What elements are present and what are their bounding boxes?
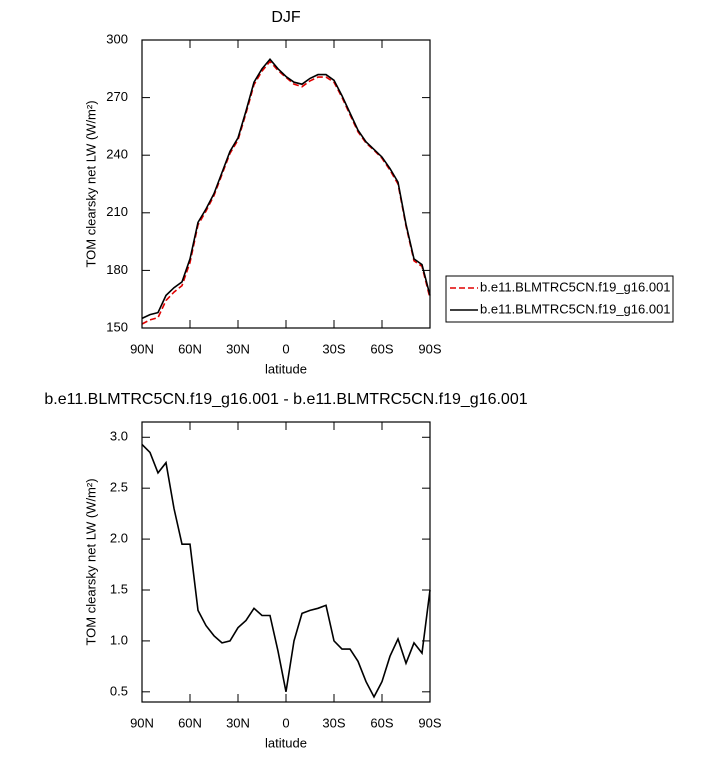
x-tick-label: 90S (418, 341, 441, 356)
y-tick-label: 0.5 (110, 683, 128, 698)
x-tick-label: 30N (226, 341, 250, 356)
y-tick-label: 180 (106, 262, 128, 277)
x-tick-label: 30S (322, 341, 345, 356)
y-tick-label: 240 (106, 147, 128, 162)
legend-box (445, 275, 674, 323)
x-tick-label: 60S (370, 715, 393, 730)
x-axis-label: latitude (265, 361, 307, 376)
plot-frame (141, 421, 431, 703)
x-tick-label: 0 (282, 341, 289, 356)
x-tick-label: 60N (178, 715, 202, 730)
x-tick-label: 90S (418, 715, 441, 730)
data-line (141, 443, 431, 699)
y-tick-label: 3.0 (110, 429, 128, 444)
x-tick-label: 90N (130, 715, 154, 730)
plot-frame (141, 39, 431, 329)
y-tick-label: 300 (106, 31, 128, 46)
x-tick-label: 60N (178, 341, 202, 356)
y-tick-label: 1.5 (110, 581, 128, 596)
y-axis-label: TOM clearsky net LW (W/m²) (83, 100, 98, 267)
chart-title: b.e11.BLMTRC5CN.f19_g16.001 - b.e11.BLMT… (44, 391, 527, 408)
y-tick-label: 2.5 (110, 480, 128, 495)
x-tick-label: 0 (282, 715, 289, 730)
y-tick-label: 210 (106, 204, 128, 219)
y-tick-label: 270 (106, 89, 128, 104)
x-tick-label: 60S (370, 341, 393, 356)
data-line (141, 60, 431, 325)
y-tick-label: 1.0 (110, 632, 128, 647)
y-axis-label: TOM clearsky net LW (W/m²) (83, 478, 98, 645)
y-tick-label: 2.0 (110, 531, 128, 546)
legend-label: b.e11.BLMTRC5CN.f19_g16.001 (480, 279, 671, 294)
legend-label: b.e11.BLMTRC5CN.f19_g16.001 (480, 301, 671, 316)
chart-title: DJF (271, 9, 301, 26)
x-tick-label: 30N (226, 715, 250, 730)
x-axis-label: latitude (265, 735, 307, 750)
x-tick-label: 90N (130, 341, 154, 356)
data-line (141, 57, 431, 320)
y-tick-label: 150 (106, 319, 128, 334)
x-tick-label: 30S (322, 715, 345, 730)
